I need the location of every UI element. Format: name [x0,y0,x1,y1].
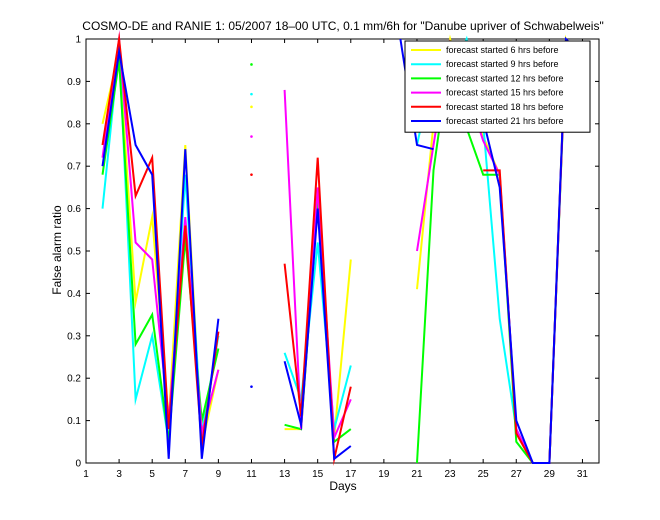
data-point [250,385,253,388]
x-tick-label: 15 [312,469,324,480]
x-tick-label: 11 [246,469,257,480]
x-tick-label: 13 [279,469,291,480]
legend-label: forecast started 9 hrs before [446,59,559,69]
y-tick-label: 0.4 [67,289,81,300]
x-tick-label: 29 [544,469,556,480]
x-tick-label: 9 [216,469,222,480]
series-line [101,45,220,459]
legend-label: forecast started 15 hrs before [446,88,564,98]
y-tick-label: 0.5 [67,247,81,258]
data-point [250,105,253,109]
chart-title: COSMO-DE and RANIE 1: 05/2007 18–00 UTC,… [82,19,603,33]
series-line [283,89,352,442]
legend-item: forecast started 18 hrs before [411,102,564,112]
y-tick-label: 0.6 [67,204,81,215]
y-tick-label: 0.3 [67,331,81,342]
x-tick-label: 5 [149,469,155,480]
legend-item: forecast started 9 hrs before [411,59,559,69]
legend-item: forecast started 6 hrs before [411,45,559,55]
x-tick-label: 17 [345,469,357,480]
y-tick-label: 0.9 [67,77,81,88]
legend-label: forecast started 21 hrs before [446,116,564,126]
legend: forecast started 6 hrs before forecast st… [404,40,591,133]
y-tick-label: 0 [75,459,81,470]
legend-label: forecast started 12 hrs before [446,73,564,83]
data-point [250,63,253,66]
y-tick-label: 0.2 [67,374,81,385]
x-tick-label: 23 [445,469,457,480]
x-tick-label: 27 [511,469,523,480]
y-axis-title: False alarm ratio [50,205,64,295]
x-axis-title: Days [329,479,356,493]
legend-box [404,40,591,133]
x-tick-label: 21 [411,469,423,480]
legend-label: forecast started 6 hrs before [446,45,559,55]
data-point [250,173,253,176]
x-tick-label: 3 [116,469,122,480]
y-tick-label: 0.8 [67,119,81,130]
series-6 [101,36,584,464]
y-tick-label: 0.7 [67,162,81,173]
series-line [482,36,584,464]
x-tick-label: 19 [378,469,390,480]
x-tick-label: 25 [478,469,490,480]
legend-item: forecast started 21 hrs before [411,116,564,126]
legend-item: forecast started 15 hrs before [411,88,564,98]
data-point [250,135,253,138]
y-tick-label: 1 [75,35,81,46]
legend-label: forecast started 18 hrs before [446,102,564,112]
legend-item: forecast started 12 hrs before [411,73,564,83]
x-tick-label: 7 [183,469,189,480]
series-line [283,208,352,461]
series-line [283,242,352,435]
data-point [250,92,253,96]
series-line [283,157,352,466]
x-tick-label: 31 [577,469,589,480]
y-tick-label: 0.1 [67,416,81,427]
x-tick-label: 1 [83,469,89,480]
